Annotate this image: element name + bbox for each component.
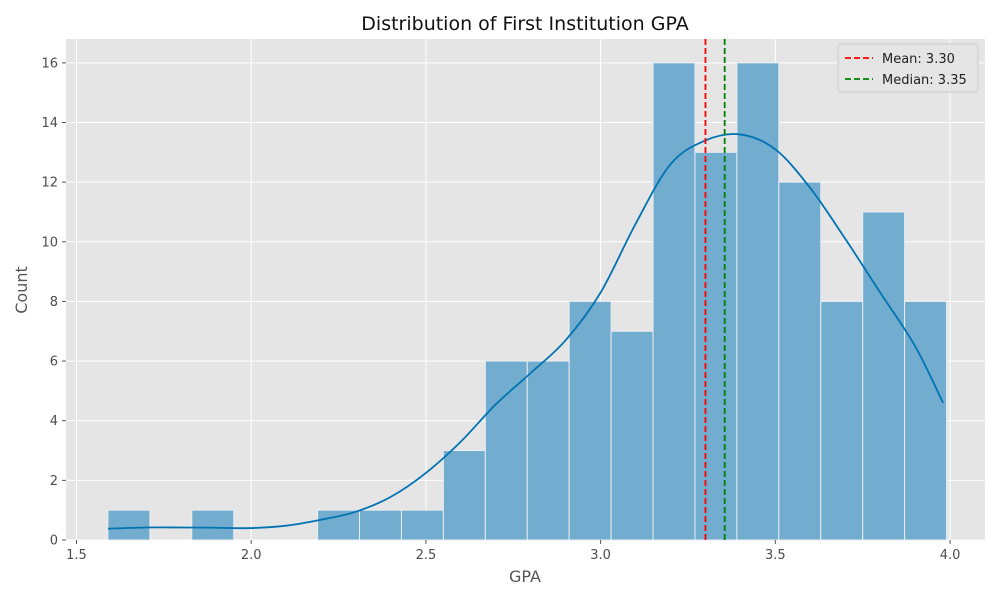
x-tick-label: 3.0 [590,548,611,563]
tick-labels: 1.5 2.0 2.5 3.0 3.5 4.0 0 2 4 6 8 10 12 14 16 [41,56,960,563]
y-tick-label: 8 [50,295,58,310]
x-tick-label: 2.5 [416,548,437,563]
y-tick-label: 2 [50,474,58,489]
histogram-bar [484,360,528,541]
histogram-bar [610,330,654,541]
histogram-bar [862,211,906,541]
histogram-bar [400,509,444,541]
y-tick-label: 6 [50,355,58,370]
histogram-bars [107,62,948,541]
histogram-bar [778,181,822,541]
histogram-bar [736,62,780,541]
histogram-bar [317,509,361,541]
reference-lines [704,39,726,540]
kde-curve-layer [107,133,944,530]
histogram-bar [442,450,486,541]
x-tick-label: 1.5 [66,548,87,563]
y-tick-label: 0 [50,534,58,549]
histogram-bar [191,509,235,541]
legend-median-label: Median: 3.35 [882,73,967,88]
histogram-bar [652,62,696,541]
histogram-bar [107,509,151,541]
histogram-bar [904,300,948,541]
x-tick-label: 3.5 [765,548,786,563]
kde-curve [107,133,944,530]
legend-box [837,43,979,93]
y-tick-label: 4 [50,414,58,429]
y-tick-label: 10 [41,235,58,250]
histogram-bar [694,151,738,541]
histogram-bar [359,509,402,541]
x-axis-title: GPA [509,567,541,586]
x-tick-label: 4.0 [940,548,961,563]
y-tick-label: 12 [41,176,58,191]
x-tick-label: 2.0 [241,548,262,563]
chart-title: Distribution of First Institution GPA [361,13,688,35]
histogram-bar [568,300,612,541]
y-tick-label: 14 [41,116,58,131]
histogram-bar [820,300,864,541]
legend: Mean: 3.30 Median: 3.35 [837,43,979,93]
legend-mean-label: Mean: 3.30 [882,52,955,67]
y-axis-title: Count [12,266,31,314]
y-tick-label: 16 [41,56,58,71]
histogram-bar [526,360,570,541]
